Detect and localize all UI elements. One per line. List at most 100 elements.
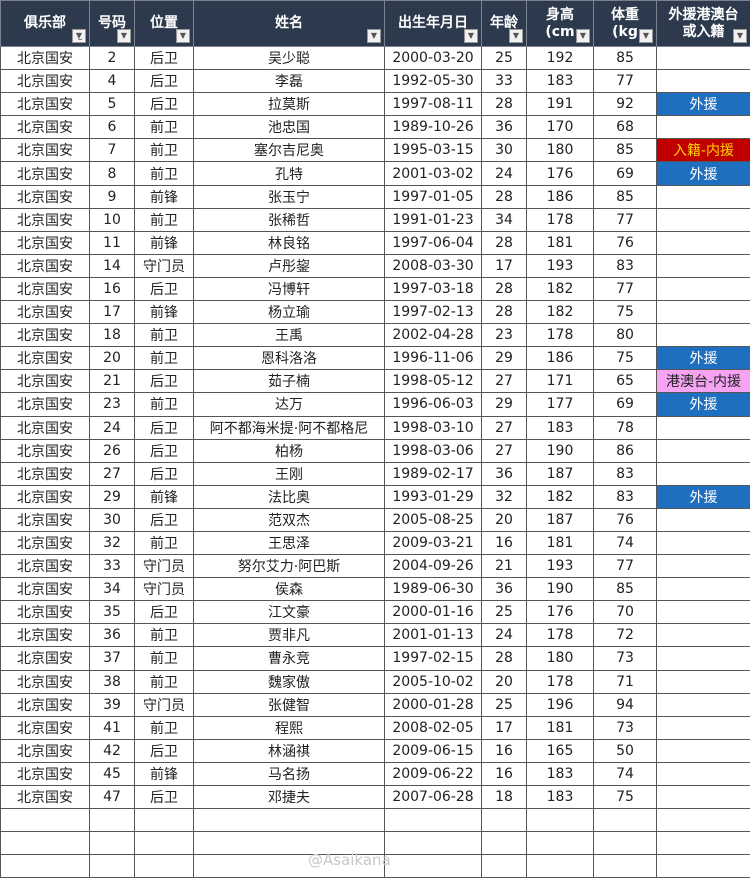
cell-name[interactable]: 法比奥 — [194, 485, 385, 508]
cell-foreign-status[interactable]: 外援 — [657, 93, 750, 116]
cell-club[interactable]: 北京国安 — [1, 624, 90, 647]
cell-position[interactable]: 守门员 — [135, 254, 194, 277]
cell-age[interactable]: 25 — [482, 601, 527, 624]
empty-cell[interactable] — [1, 809, 90, 832]
cell-name[interactable]: 王思泽 — [194, 531, 385, 554]
cell-name[interactable]: 林涵祺 — [194, 739, 385, 762]
cell-birthdate[interactable]: 1997-01-05 — [385, 185, 482, 208]
cell-name[interactable]: 贾非凡 — [194, 624, 385, 647]
cell-foreign-status[interactable] — [657, 762, 750, 785]
cell-weight[interactable]: 76 — [594, 231, 657, 254]
cell-weight[interactable]: 73 — [594, 647, 657, 670]
cell-number[interactable]: 10 — [90, 208, 135, 231]
cell-name[interactable]: 拉莫斯 — [194, 93, 385, 116]
cell-club[interactable]: 北京国安 — [1, 555, 90, 578]
cell-height[interactable]: 182 — [527, 301, 594, 324]
cell-age[interactable]: 23 — [482, 324, 527, 347]
empty-cell[interactable] — [657, 855, 750, 878]
filter-active-icon[interactable]: ▼̲ — [72, 29, 86, 43]
cell-position[interactable]: 前锋 — [135, 762, 194, 785]
cell-height[interactable]: 183 — [527, 762, 594, 785]
cell-weight[interactable]: 77 — [594, 555, 657, 578]
empty-cell[interactable] — [482, 809, 527, 832]
cell-foreign-status[interactable] — [657, 624, 750, 647]
cell-weight[interactable]: 83 — [594, 254, 657, 277]
cell-height[interactable]: 180 — [527, 139, 594, 162]
cell-club[interactable]: 北京国安 — [1, 531, 90, 554]
cell-weight[interactable]: 80 — [594, 324, 657, 347]
cell-name[interactable]: 张玉宁 — [194, 185, 385, 208]
filter-dropdown-icon[interactable]: ▼ — [464, 29, 478, 43]
cell-foreign-status[interactable] — [657, 786, 750, 809]
cell-number[interactable]: 4 — [90, 70, 135, 93]
cell-age[interactable]: 27 — [482, 370, 527, 393]
cell-number[interactable]: 36 — [90, 624, 135, 647]
cell-position[interactable]: 后卫 — [135, 70, 194, 93]
empty-cell[interactable] — [90, 855, 135, 878]
cell-position[interactable]: 前卫 — [135, 208, 194, 231]
cell-position[interactable]: 前卫 — [135, 670, 194, 693]
cell-number[interactable]: 42 — [90, 739, 135, 762]
cell-birthdate[interactable]: 1998-03-10 — [385, 416, 482, 439]
cell-position[interactable]: 前锋 — [135, 301, 194, 324]
cell-age[interactable]: 25 — [482, 693, 527, 716]
cell-club[interactable]: 北京国安 — [1, 70, 90, 93]
cell-position[interactable]: 前卫 — [135, 624, 194, 647]
cell-club[interactable]: 北京国安 — [1, 347, 90, 370]
cell-club[interactable]: 北京国安 — [1, 162, 90, 185]
cell-weight[interactable]: 76 — [594, 508, 657, 531]
cell-name[interactable]: 冯博轩 — [194, 277, 385, 300]
cell-foreign-status[interactable] — [657, 647, 750, 670]
cell-number[interactable]: 41 — [90, 716, 135, 739]
cell-birthdate[interactable]: 1997-02-15 — [385, 647, 482, 670]
empty-cell[interactable] — [90, 809, 135, 832]
cell-birthdate[interactable]: 1989-02-17 — [385, 462, 482, 485]
cell-number[interactable]: 11 — [90, 231, 135, 254]
cell-name[interactable]: 张健智 — [194, 693, 385, 716]
cell-height[interactable]: 170 — [527, 116, 594, 139]
filter-dropdown-icon[interactable]: ▼ — [509, 29, 523, 43]
cell-birthdate[interactable]: 2000-01-28 — [385, 693, 482, 716]
cell-foreign-status[interactable] — [657, 739, 750, 762]
cell-weight[interactable]: 77 — [594, 277, 657, 300]
cell-foreign-status[interactable]: 外援 — [657, 347, 750, 370]
cell-weight[interactable]: 77 — [594, 70, 657, 93]
cell-birthdate[interactable]: 2005-08-25 — [385, 508, 482, 531]
cell-position[interactable]: 后卫 — [135, 370, 194, 393]
cell-age[interactable]: 27 — [482, 416, 527, 439]
cell-age[interactable]: 30 — [482, 139, 527, 162]
cell-name[interactable]: 王禹 — [194, 324, 385, 347]
cell-height[interactable]: 180 — [527, 647, 594, 670]
filter-dropdown-icon[interactable]: ▼ — [576, 29, 590, 43]
cell-number[interactable]: 29 — [90, 485, 135, 508]
cell-foreign-status[interactable] — [657, 116, 750, 139]
cell-name[interactable]: 侯森 — [194, 578, 385, 601]
cell-height[interactable]: 178 — [527, 324, 594, 347]
cell-club[interactable]: 北京国安 — [1, 647, 90, 670]
cell-foreign-status[interactable] — [657, 70, 750, 93]
cell-birthdate[interactable]: 1996-06-03 — [385, 393, 482, 416]
empty-cell[interactable] — [527, 809, 594, 832]
cell-birthdate[interactable]: 1998-05-12 — [385, 370, 482, 393]
cell-number[interactable]: 23 — [90, 393, 135, 416]
cell-name[interactable]: 范双杰 — [194, 508, 385, 531]
cell-position[interactable]: 后卫 — [135, 739, 194, 762]
cell-age[interactable]: 28 — [482, 185, 527, 208]
filter-dropdown-icon[interactable]: ▼ — [117, 29, 131, 43]
cell-name[interactable]: 曹永竞 — [194, 647, 385, 670]
cell-height[interactable]: 181 — [527, 531, 594, 554]
cell-club[interactable]: 北京国安 — [1, 601, 90, 624]
cell-weight[interactable]: 50 — [594, 739, 657, 762]
cell-weight[interactable]: 83 — [594, 462, 657, 485]
cell-name[interactable]: 杨立瑜 — [194, 301, 385, 324]
cell-club[interactable]: 北京国安 — [1, 716, 90, 739]
cell-number[interactable]: 39 — [90, 693, 135, 716]
cell-number[interactable]: 6 — [90, 116, 135, 139]
cell-name[interactable]: 林良铭 — [194, 231, 385, 254]
cell-name[interactable]: 达万 — [194, 393, 385, 416]
cell-name[interactable]: 柏杨 — [194, 439, 385, 462]
empty-cell[interactable] — [594, 832, 657, 855]
cell-number[interactable]: 14 — [90, 254, 135, 277]
cell-foreign-status[interactable] — [657, 716, 750, 739]
cell-name[interactable]: 卢彤鋆 — [194, 254, 385, 277]
